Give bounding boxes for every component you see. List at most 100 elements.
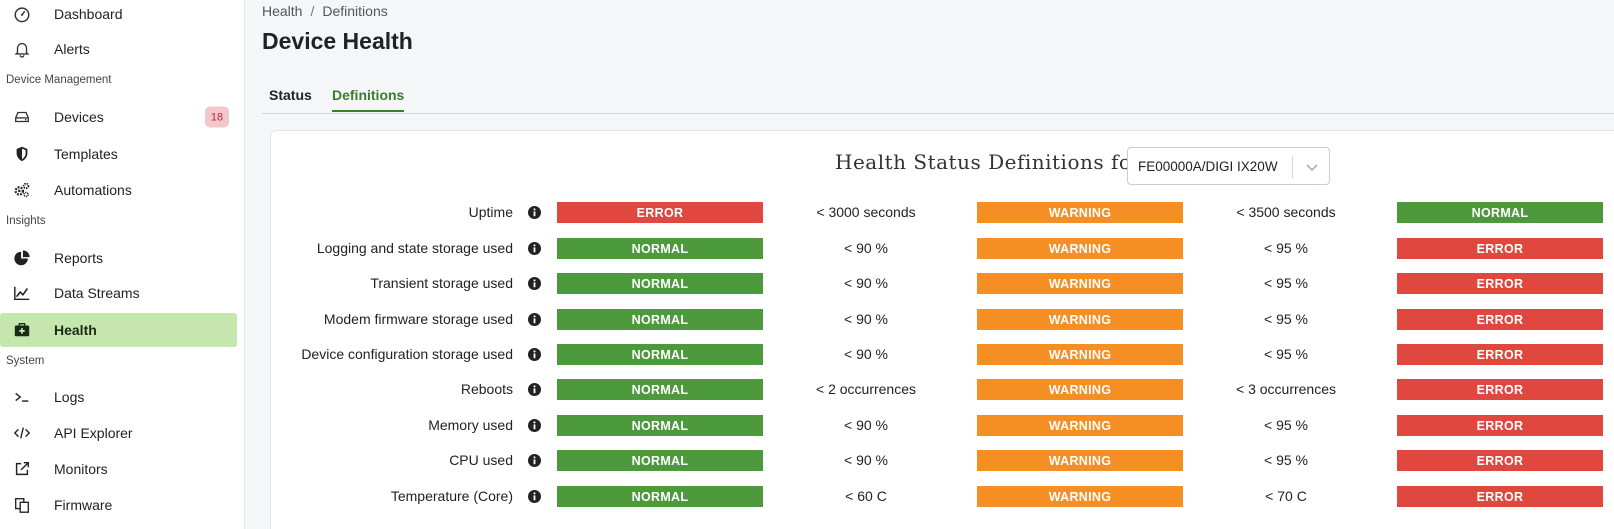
- sidebar-item-label: Monitors: [54, 461, 108, 477]
- status-pill-error: ERROR: [1397, 379, 1603, 400]
- status-pill-warning: WARNING: [977, 238, 1183, 259]
- row-label: Modem firmware storage used: [323, 311, 513, 327]
- threshold-value: < 70 C: [1265, 488, 1307, 504]
- status-pill-error: ERROR: [1397, 486, 1603, 507]
- threshold-value: < 95 %: [1264, 417, 1308, 433]
- status-pill-warning: WARNING: [977, 344, 1183, 365]
- section-label-device-management: Device Management: [6, 74, 112, 86]
- row-label: Memory used: [428, 417, 513, 433]
- line-chart-icon: [12, 283, 32, 303]
- info-icon[interactable]: [528, 490, 541, 503]
- device-select-value: FE00000A/DIGI IX20W: [1138, 159, 1278, 174]
- terminal-icon: [12, 387, 32, 407]
- tab-status[interactable]: Status: [269, 87, 312, 103]
- threshold-value: < 90 %: [844, 346, 888, 362]
- threshold-value: < 3500 seconds: [1236, 204, 1336, 220]
- medkit-icon: [12, 320, 32, 340]
- threshold-value: < 90 %: [844, 452, 888, 468]
- status-pill-warning: WARNING: [977, 273, 1183, 294]
- gauge-icon: [12, 4, 32, 24]
- status-pill-normal: NORMAL: [557, 379, 763, 400]
- status-pill-normal: NORMAL: [557, 273, 763, 294]
- sidebar-item-label: Firmware: [54, 497, 113, 513]
- chevron-down-icon[interactable]: [1303, 158, 1321, 176]
- breadcrumb-parent-link[interactable]: Health: [262, 3, 303, 19]
- sidebar-item-api-explorer[interactable]: API Explorer: [0, 416, 245, 450]
- info-icon[interactable]: [528, 348, 541, 361]
- sidebar-item-alerts[interactable]: Alerts: [0, 32, 245, 66]
- breadcrumb-current: Definitions: [322, 3, 388, 19]
- threshold-value: < 90 %: [844, 311, 888, 327]
- status-pill-normal: NORMAL: [557, 486, 763, 507]
- info-icon[interactable]: [528, 242, 541, 255]
- row-label: Logging and state storage used: [316, 240, 513, 256]
- sidebar-item-templates[interactable]: Templates: [0, 137, 245, 171]
- status-pill-error: ERROR: [1397, 273, 1603, 294]
- threshold-value: < 90 %: [844, 240, 888, 256]
- select-divider: [1292, 156, 1293, 178]
- sidebar-item-logs[interactable]: Logs: [0, 380, 245, 414]
- status-pill-normal: NORMAL: [557, 344, 763, 365]
- threshold-value: < 90 %: [844, 275, 888, 291]
- tab-definitions[interactable]: Definitions: [332, 87, 405, 112]
- external-link-icon: [12, 459, 32, 479]
- sidebar-item-label: Reports: [54, 250, 104, 266]
- info-icon[interactable]: [528, 419, 541, 432]
- threshold-value: < 95 %: [1264, 275, 1308, 291]
- sidebar-item-health[interactable]: Health: [0, 313, 237, 347]
- sidebar-item-reports[interactable]: Reports: [0, 241, 245, 275]
- status-pill-error: ERROR: [1397, 309, 1603, 330]
- status-pill-error: ERROR: [1397, 238, 1603, 259]
- section-label-insights: Insights: [6, 215, 46, 227]
- section-label-system: System: [6, 355, 45, 367]
- sidebar-item-label: API Explorer: [54, 425, 133, 441]
- threshold-value: < 3000 seconds: [816, 204, 916, 220]
- row-label: Temperature (Core): [390, 488, 513, 504]
- sidebar: Dashboard Alerts Device Management Devic…: [0, 0, 245, 529]
- status-pill-error: ERROR: [557, 202, 763, 223]
- info-icon[interactable]: [528, 313, 541, 326]
- info-icon[interactable]: [528, 277, 541, 290]
- copy-icon: [12, 495, 32, 515]
- shield-icon: [12, 144, 32, 164]
- status-pill-error: ERROR: [1397, 344, 1603, 365]
- info-icon[interactable]: [528, 206, 541, 219]
- threshold-value: < 60 C: [845, 488, 887, 504]
- sidebar-item-label: Dashboard: [54, 6, 123, 22]
- status-pill-warning: WARNING: [977, 415, 1183, 436]
- code-icon: [12, 423, 32, 443]
- status-pill-error: ERROR: [1397, 450, 1603, 471]
- status-pill-normal: NORMAL: [557, 238, 763, 259]
- info-icon[interactable]: [528, 454, 541, 467]
- row-label: Device configuration storage used: [301, 346, 513, 362]
- sidebar-item-monitors[interactable]: Monitors: [0, 452, 245, 486]
- sidebar-item-data-streams[interactable]: Data Streams: [0, 276, 245, 310]
- sidebar-item-dashboard[interactable]: Dashboard: [0, 0, 245, 31]
- sidebar-item-devices[interactable]: Devices 18: [0, 100, 245, 134]
- definitions-title: Health Status Definitions for: [835, 150, 1142, 174]
- pie-chart-icon: [12, 248, 32, 268]
- sidebar-item-firmware[interactable]: Firmware: [0, 488, 245, 522]
- status-pill-warning: WARNING: [977, 486, 1183, 507]
- status-pill-warning: WARNING: [977, 202, 1183, 223]
- tab-bar: Status Definitions: [262, 84, 1614, 114]
- threshold-value: < 2 occurrences: [816, 381, 916, 397]
- threshold-value: < 90 %: [844, 417, 888, 433]
- threshold-value: < 95 %: [1264, 311, 1308, 327]
- threshold-value: < 95 %: [1264, 240, 1308, 256]
- page-title: Device Health: [262, 28, 413, 54]
- sidebar-item-label: Devices: [54, 109, 104, 125]
- status-pill-warning: WARNING: [977, 450, 1183, 471]
- definitions-card: [270, 130, 1614, 529]
- info-icon[interactable]: [528, 383, 541, 396]
- sidebar-item-automations[interactable]: Automations: [0, 173, 245, 207]
- status-pill-normal: NORMAL: [1397, 202, 1603, 223]
- status-pill-error: ERROR: [1397, 415, 1603, 436]
- row-label: Uptime: [468, 204, 513, 220]
- status-pill-warning: WARNING: [977, 379, 1183, 400]
- device-select[interactable]: FE00000A/DIGI IX20W: [1127, 147, 1330, 185]
- threshold-value: < 95 %: [1264, 452, 1308, 468]
- sidebar-item-label: Data Streams: [54, 285, 140, 301]
- row-label: Reboots: [460, 381, 513, 397]
- sidebar-item-label: Templates: [54, 146, 118, 162]
